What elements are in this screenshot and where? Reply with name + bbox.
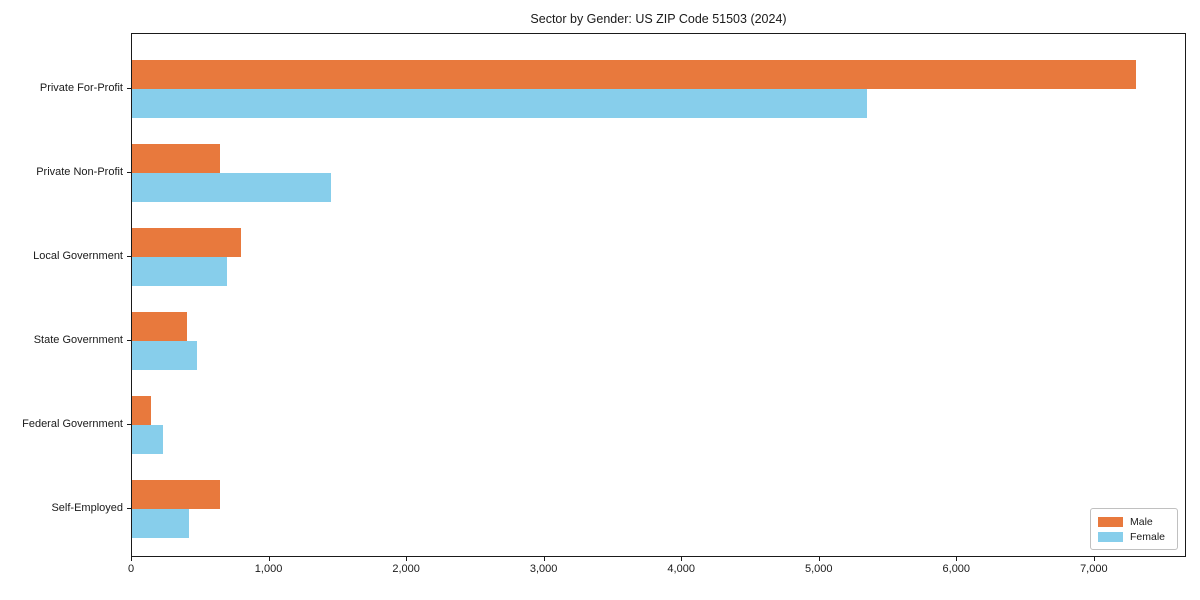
x-tick-mark [131, 557, 132, 561]
x-tick-mark [681, 557, 683, 561]
y-tick-label: State Government [33, 333, 123, 346]
y-tick-label: Private Non-Profit [36, 165, 123, 178]
x-tick-mark [818, 557, 820, 561]
x-tick-label: 5,000 [804, 563, 833, 575]
bar-female-5 [132, 509, 190, 539]
x-tick-label: 0 [127, 563, 135, 575]
bar-female-2 [132, 256, 227, 286]
y-tick-label: Local Government [33, 249, 123, 262]
x-tick-mark [1093, 557, 1095, 561]
y-tick-mark [127, 339, 131, 341]
legend-label: Male [1130, 515, 1153, 528]
bar-male-5 [132, 480, 220, 510]
x-tick-label: 3,000 [529, 563, 558, 575]
y-tick-label: Federal Government [22, 418, 123, 431]
bar-male-3 [132, 311, 187, 341]
x-tick-label: 6,000 [942, 563, 971, 575]
x-tick-mark [268, 557, 270, 561]
y-tick-mark [127, 255, 131, 257]
y-tick-mark [127, 171, 131, 173]
legend-swatch-female [1098, 531, 1123, 542]
bar-female-0 [132, 88, 867, 118]
bar-female-1 [132, 172, 332, 202]
y-tick-mark [127, 424, 131, 426]
x-tick-label: 1,000 [254, 563, 283, 575]
plot-area [131, 33, 1186, 557]
bar-male-1 [132, 143, 220, 173]
bar-female-3 [132, 340, 197, 370]
legend-item-female: Female [1098, 529, 1170, 544]
bar-female-4 [132, 425, 163, 455]
y-tick-label: Private For-Profit [39, 81, 123, 94]
y-tick-mark [127, 508, 131, 510]
x-tick-mark [406, 557, 408, 561]
bar-male-0 [132, 59, 1137, 89]
chart-title: Sector by Gender: US ZIP Code 51503 (202… [530, 12, 787, 26]
legend: Male Female [1090, 508, 1178, 550]
legend-label: Female [1130, 530, 1166, 543]
x-tick-label: 4,000 [667, 563, 695, 575]
legend-item-male: Male [1098, 514, 1170, 529]
y-tick-mark [127, 87, 131, 89]
bar-male-4 [132, 396, 152, 426]
y-tick-label: Self-Employed [51, 502, 123, 515]
legend-swatch-male [1098, 516, 1123, 527]
bar-male-2 [132, 227, 241, 257]
x-tick-label: 2,000 [392, 563, 420, 575]
x-tick-mark [543, 557, 545, 561]
x-tick-mark [956, 557, 958, 561]
x-tick-label: 7,000 [1080, 563, 1108, 575]
